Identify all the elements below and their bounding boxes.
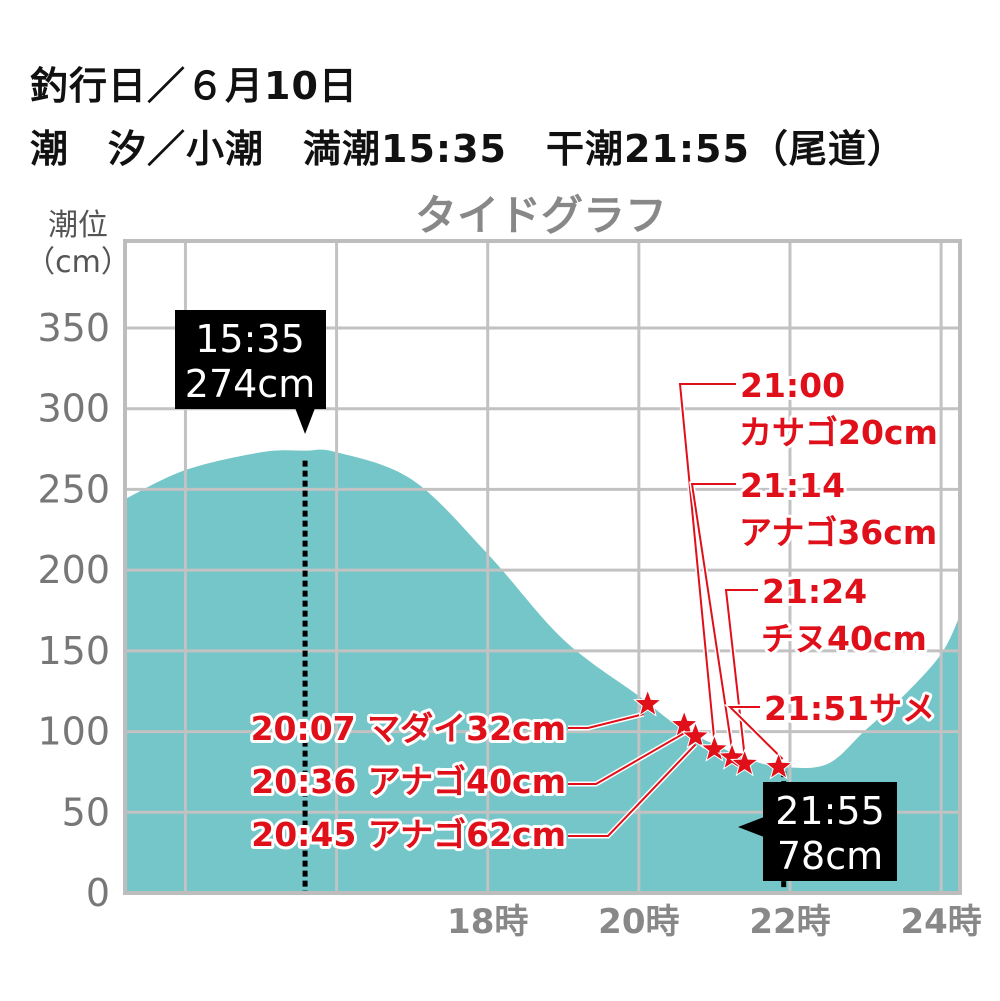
catch-leader-left [568, 743, 697, 837]
x-tick-label: 24時 [900, 902, 981, 942]
catch-label-fish: チヌ40cm [761, 619, 927, 658]
high-tide-level: 274cm [185, 362, 315, 406]
catch-label-fish: アナゴ36cm [739, 513, 937, 552]
catch-star [633, 688, 663, 717]
catch-label: 20:07 マダイ32cm [251, 709, 566, 748]
y-tick-label: 100 [37, 710, 110, 754]
header-tide-info: 潮 汐／小潮 満潮15:35 干潮21:55（尾道） [30, 127, 906, 171]
catch-leader-right [727, 706, 784, 760]
catch-label-time: 21:14 [740, 466, 845, 505]
catch-leader-right [724, 589, 758, 756]
high-tide-time: 15:35 [195, 317, 305, 361]
x-tick-label: 20時 [598, 902, 679, 942]
y-axis-label: 潮位 [48, 208, 108, 243]
y-tick-label: 0 [86, 871, 110, 915]
catch-label-time: 21:24 [762, 572, 867, 611]
catch-star [680, 720, 711, 749]
low-tide-level: 78cm [777, 834, 883, 878]
y-tick-label: 350 [37, 306, 110, 350]
tide-area [125, 449, 960, 893]
y-axis-unit: （cm） [25, 245, 131, 280]
high-tide-box [175, 310, 326, 409]
catch-leader-right [678, 383, 736, 742]
high-tide-pointer [295, 408, 316, 434]
catch-label-time: 21:00 [740, 366, 845, 405]
low-tide-box [763, 782, 897, 881]
low-tide-pointer [738, 817, 764, 837]
catch-leader-left [568, 713, 644, 729]
catch-leader-right [690, 483, 736, 750]
header-date: 釣行日／６月10日 [30, 64, 358, 108]
catch-label-fish: カサゴ20cm [739, 413, 938, 452]
catch-star [699, 733, 730, 762]
y-tick-label: 300 [37, 387, 110, 431]
y-tick-label: 50 [62, 790, 110, 834]
catch-label: 20:45 アナゴ62cm [251, 815, 566, 854]
chart-title: タイドグラフ [415, 191, 667, 240]
catch-star [729, 748, 760, 777]
catch-leader-left [568, 732, 685, 785]
catch-star [717, 741, 747, 770]
plot-frame [123, 239, 962, 895]
catch-label: 20:36 アナゴ40cm [251, 762, 566, 801]
catch-star [669, 709, 699, 738]
catch-label: 21:51サメ [764, 689, 935, 728]
catch-star [763, 751, 794, 780]
low-tide-time: 21:55 [775, 789, 885, 833]
x-tick-label: 18時 [447, 902, 528, 942]
x-tick-label: 22時 [749, 902, 830, 942]
y-tick-label: 200 [37, 548, 110, 592]
y-tick-label: 250 [37, 467, 110, 511]
y-tick-label: 150 [37, 629, 110, 673]
